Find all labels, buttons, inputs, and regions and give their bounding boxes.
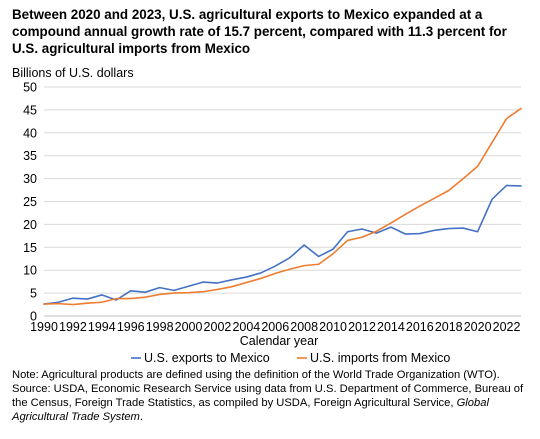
x-tick-labels: 1990 1992 1994 1996 1998 2000 2002 2004 2006 2008… — [30, 320, 520, 334]
y-tick-label: 20 — [23, 218, 37, 232]
series-line-imports — [43, 107, 522, 306]
y-axis-label: Billions of U.S. dollars — [12, 66, 134, 80]
x-tick-label: 2010 — [319, 320, 347, 334]
x-tick-label: 2020 — [464, 320, 492, 334]
legend-label-imports: U.S. imports from Mexico — [310, 351, 450, 365]
x-tick-label: 2000 — [175, 320, 203, 334]
x-tick-label: 1998 — [146, 320, 174, 334]
footnote: Note: Agricultural products are defined … — [12, 368, 532, 424]
x-tick-label: 2002 — [204, 320, 232, 334]
x-tick-label: 2004 — [232, 320, 260, 334]
x-tick-label: 2018 — [435, 320, 463, 334]
gridlines — [44, 86, 521, 294]
x-tick-label: 1996 — [117, 320, 145, 334]
y-tick-label: 50 — [23, 81, 37, 95]
y-tick-label: 15 — [23, 241, 37, 255]
source-text: Source: USDA, Economic Research Service … — [12, 383, 524, 409]
source-line: Source: USDA, Economic Research Service … — [12, 382, 532, 424]
x-tick-label: 2016 — [406, 320, 434, 334]
source-system-name: Global Agricultural Trade System — [12, 397, 489, 423]
y-tick-label: 40 — [23, 126, 37, 140]
x-tick-label: 1992 — [59, 320, 87, 334]
series-line-exports — [43, 184, 522, 305]
legend: U.S. exports to Mexico U.S. imports from… — [131, 351, 450, 365]
legend-label-exports: U.S. exports to Mexico — [144, 351, 270, 365]
series-lines — [43, 107, 522, 306]
note-line: Note: Agricultural products are defined … — [12, 369, 500, 381]
x-tick-label: 1994 — [88, 320, 116, 334]
x-tick-label: 2022 — [493, 320, 521, 334]
y-tick-label: 25 — [23, 195, 37, 209]
chart-title: Between 2020 and 2023, U.S. agricultural… — [12, 7, 507, 56]
y-tick-labels: 0 5 10 15 20 25 30 35 40 45 50 — [23, 81, 37, 324]
x-tick-label: 2008 — [290, 320, 318, 334]
x-tick-label: 2006 — [261, 320, 289, 334]
x-tick-label: 2014 — [377, 320, 405, 334]
y-tick-label: 10 — [23, 264, 37, 278]
y-tick-label: 45 — [23, 103, 37, 117]
y-tick-label: 30 — [23, 172, 37, 186]
y-tick-label: 35 — [23, 149, 37, 163]
x-tick-label: 1990 — [30, 320, 58, 334]
x-axis-label: Calendar year — [240, 334, 319, 348]
y-tick-label: 0 — [30, 310, 37, 324]
y-tick-label: 5 — [30, 287, 37, 301]
source-end: . — [139, 411, 143, 423]
x-tick-label: 2012 — [348, 320, 376, 334]
